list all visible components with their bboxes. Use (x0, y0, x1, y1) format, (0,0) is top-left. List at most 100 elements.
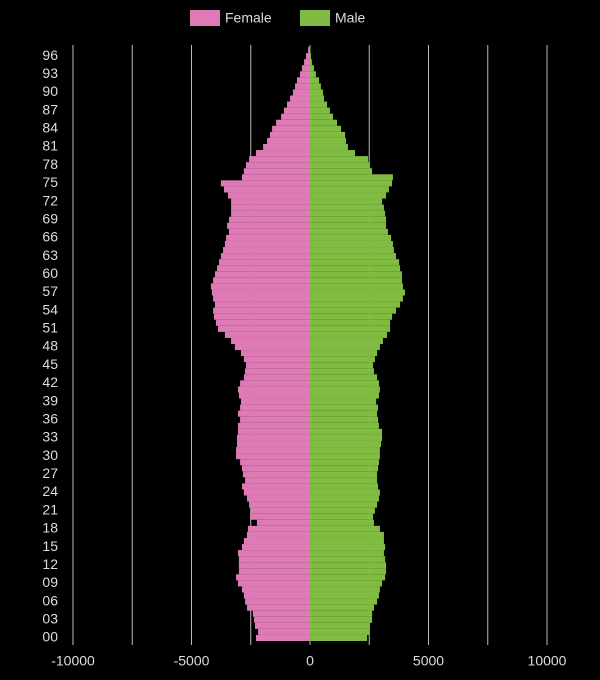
bar (310, 556, 386, 563)
bar (243, 489, 310, 496)
bar (310, 380, 379, 387)
bar (310, 59, 312, 66)
bar (213, 295, 310, 302)
bar (310, 313, 393, 320)
y-tick-label: 36 (42, 410, 58, 426)
bar (310, 586, 380, 593)
bar (295, 83, 310, 90)
bar (304, 59, 310, 66)
y-tick-label: 09 (42, 574, 58, 590)
bar (310, 125, 342, 132)
bar (310, 228, 388, 235)
x-tick-label: 10000 (528, 653, 567, 669)
bar (310, 325, 391, 332)
bar (228, 228, 310, 235)
y-tick-label: 51 (42, 320, 58, 336)
y-tick-label: 42 (42, 374, 58, 390)
bar (237, 422, 310, 429)
bar (310, 562, 387, 569)
bar (223, 186, 310, 193)
bar (240, 380, 310, 387)
bar (237, 428, 310, 435)
y-tick-label: 27 (42, 465, 58, 481)
bar (228, 216, 310, 223)
y-tick-label: 78 (42, 156, 58, 172)
bar (243, 168, 310, 175)
bar (310, 210, 386, 217)
bar (217, 265, 310, 272)
y-tick-label: 39 (42, 392, 58, 408)
bar (310, 477, 378, 484)
bar (220, 180, 310, 187)
y-tick-label: 12 (42, 556, 58, 572)
bar (310, 483, 379, 490)
bar (211, 289, 310, 296)
bar (310, 95, 324, 102)
bar (231, 337, 310, 344)
bar (310, 368, 374, 375)
bar (292, 89, 310, 96)
bar (237, 410, 310, 417)
y-tick-label: 30 (42, 447, 58, 463)
bar (310, 616, 373, 623)
bar (310, 362, 374, 369)
bar (305, 53, 310, 60)
bar (237, 580, 310, 587)
bar (310, 356, 375, 363)
bar (250, 513, 310, 520)
bar (310, 374, 378, 381)
bar (310, 544, 386, 551)
bar (234, 344, 310, 351)
bar (308, 47, 310, 54)
bar (240, 404, 310, 411)
bar (237, 386, 310, 393)
bar (249, 501, 310, 508)
bar (246, 604, 310, 611)
bar (301, 65, 310, 72)
bar (241, 398, 310, 405)
bar (310, 568, 387, 575)
y-tick-label: 66 (42, 229, 58, 245)
bar (241, 483, 310, 490)
bar (263, 143, 310, 151)
bar (310, 113, 333, 120)
y-tick-label: 96 (42, 47, 58, 63)
bar (310, 513, 374, 520)
bar (245, 598, 310, 605)
bar (310, 592, 379, 599)
bar (213, 307, 310, 314)
y-tick-label: 00 (42, 629, 58, 645)
bar (281, 113, 310, 120)
y-tick-label: 72 (42, 192, 58, 208)
y-tick-label: 06 (42, 592, 58, 608)
bar (241, 586, 310, 593)
bar (231, 198, 310, 205)
bar (310, 519, 374, 526)
bar (310, 222, 387, 229)
bar (310, 392, 379, 399)
bar (310, 204, 384, 211)
bar (310, 174, 393, 181)
bar (236, 447, 310, 454)
bar (256, 519, 310, 526)
bar (310, 537, 384, 545)
bar (245, 368, 310, 375)
bar (310, 398, 377, 405)
bar (296, 77, 310, 84)
bar (310, 83, 321, 90)
bar (226, 234, 310, 241)
bar (238, 568, 310, 575)
bar (310, 53, 311, 60)
bar (241, 350, 310, 357)
bar (310, 331, 388, 338)
bar (218, 325, 310, 332)
bar (310, 386, 380, 393)
bar (224, 240, 310, 248)
bar (290, 95, 310, 102)
y-tick-label: 57 (42, 283, 58, 299)
y-tick-label: 24 (42, 483, 58, 499)
bar (215, 319, 310, 326)
bar (246, 362, 310, 369)
y-tick-label: 18 (42, 520, 58, 536)
